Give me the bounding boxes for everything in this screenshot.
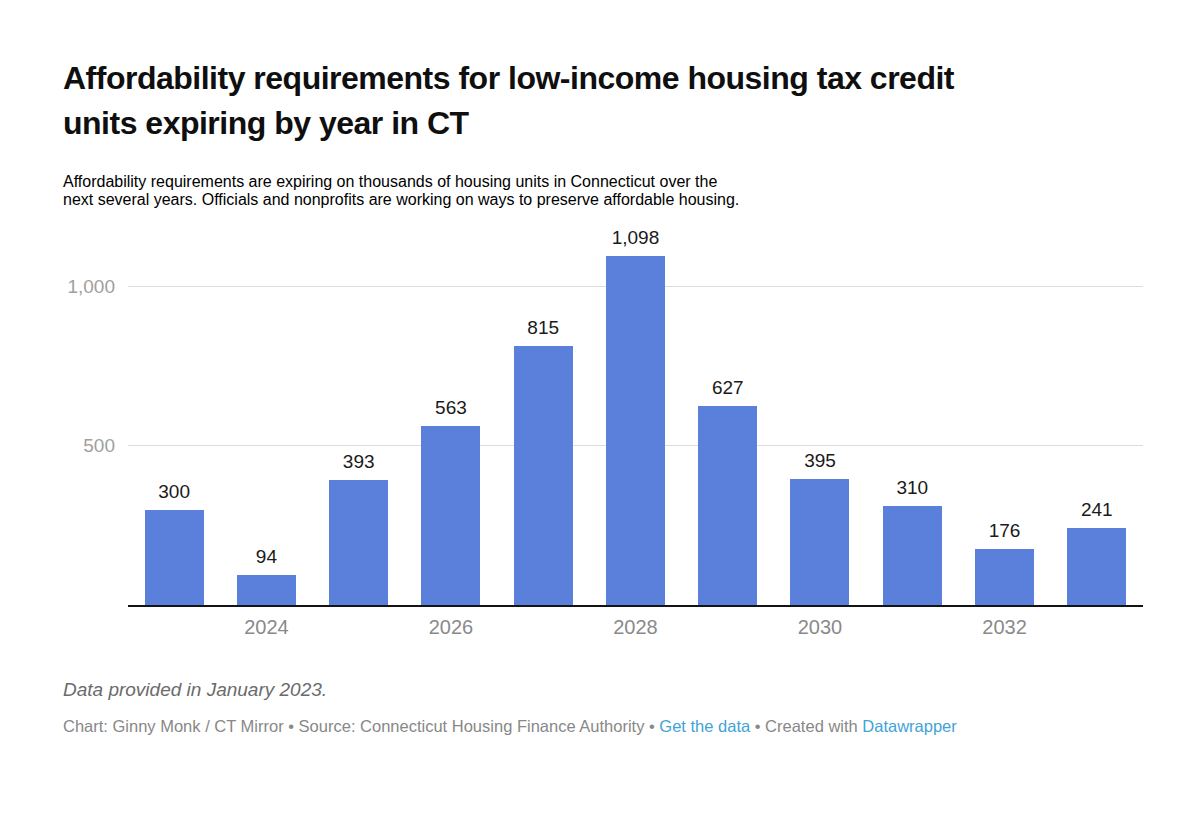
- bar-2027: [514, 346, 573, 605]
- chart-subtitle-line2: next several years. Officials and nonpro…: [63, 191, 1143, 209]
- bar-group-2030: 395: [774, 450, 866, 605]
- bar-2026: [421, 426, 480, 605]
- bar-value-label: 393: [343, 451, 375, 473]
- x-axis-label-empty: [497, 616, 589, 639]
- page: Affordability requirements for low-incom…: [0, 0, 1200, 820]
- bar-2029: [698, 406, 757, 605]
- bar-2033: [1067, 528, 1126, 605]
- bar-group-2029: 627: [682, 377, 774, 605]
- bar-2030: [790, 479, 849, 605]
- bar-value-label: 300: [158, 481, 190, 503]
- bar-value-label: 815: [527, 317, 559, 339]
- attribution-text: Chart: Ginny Monk / CT Mirror • Source: …: [63, 717, 659, 735]
- plot-area: 5001,000 300943935638151,098627395310176…: [128, 225, 1143, 607]
- bar-value-label: 627: [712, 377, 744, 399]
- bar-group-2031: 310: [866, 477, 958, 605]
- bar-value-label: 395: [804, 450, 836, 472]
- x-axis-label-empty: [313, 616, 405, 639]
- bar-group-2033: 241: [1051, 499, 1143, 605]
- x-axis-label-empty: [866, 616, 958, 639]
- bar-chart: 5001,000 300943935638151,098627395310176…: [128, 225, 1143, 607]
- chart-title-line2: units expiring by year in CT: [63, 101, 1143, 146]
- bar-2025: [329, 480, 388, 605]
- x-axis-label-2032: 2032: [958, 616, 1050, 639]
- bar-value-label: 1,098: [612, 227, 660, 249]
- chart-title: Affordability requirements for low-incom…: [63, 56, 1143, 147]
- bar-2032: [975, 549, 1034, 605]
- x-axis-label-2024: 2024: [220, 616, 312, 639]
- bar-group-2027: 815: [497, 317, 589, 605]
- x-axis-label-empty: [682, 616, 774, 639]
- attribution-middle-text: • Created with: [750, 717, 862, 735]
- bar-2031: [883, 506, 942, 605]
- x-axis-label-empty: [128, 616, 220, 639]
- get-the-data-link[interactable]: Get the data: [659, 717, 750, 735]
- y-axis-tick-label: 1,000: [67, 276, 115, 298]
- chart-footer: Data provided in January 2023. Chart: Gi…: [63, 679, 1143, 737]
- bar-value-label: 563: [435, 397, 467, 419]
- bar-value-label: 176: [989, 520, 1021, 542]
- bar-group-2028: 1,098: [589, 227, 681, 605]
- x-axis-label-2026: 2026: [405, 616, 497, 639]
- bar-group-2023: 300: [128, 481, 220, 605]
- bar-value-label: 310: [896, 477, 928, 499]
- bar-group-2024: 94: [220, 546, 312, 605]
- bars-layer: 300 94 393 563 815 1,098 627 395 310 176 241: [128, 225, 1143, 605]
- bar-2028: [606, 256, 665, 605]
- attribution-line: Chart: Ginny Monk / CT Mirror • Source: …: [63, 717, 1143, 736]
- bar-group-2025: 393: [313, 451, 405, 605]
- x-axis-labels: 2024 2026 2028 2030 2032: [128, 616, 1143, 639]
- bar-group-2032: 176: [958, 520, 1050, 605]
- bar-group-2026: 563: [405, 397, 497, 605]
- chart-subtitle-line1: Affordability requirements are expiring …: [63, 173, 1143, 191]
- y-axis-tick-label: 500: [83, 435, 115, 457]
- x-axis-label-2030: 2030: [774, 616, 866, 639]
- bar-value-label: 94: [256, 546, 277, 568]
- bar-2023: [145, 510, 204, 605]
- bar-2024: [237, 575, 296, 605]
- chart-title-line1: Affordability requirements for low-incom…: [63, 56, 1143, 101]
- x-axis-label-2028: 2028: [589, 616, 681, 639]
- x-axis-label-empty: [1051, 616, 1143, 639]
- bar-value-label: 241: [1081, 499, 1113, 521]
- datawrapper-link[interactable]: Datawrapper: [862, 717, 956, 735]
- data-note: Data provided in January 2023.: [63, 679, 1143, 701]
